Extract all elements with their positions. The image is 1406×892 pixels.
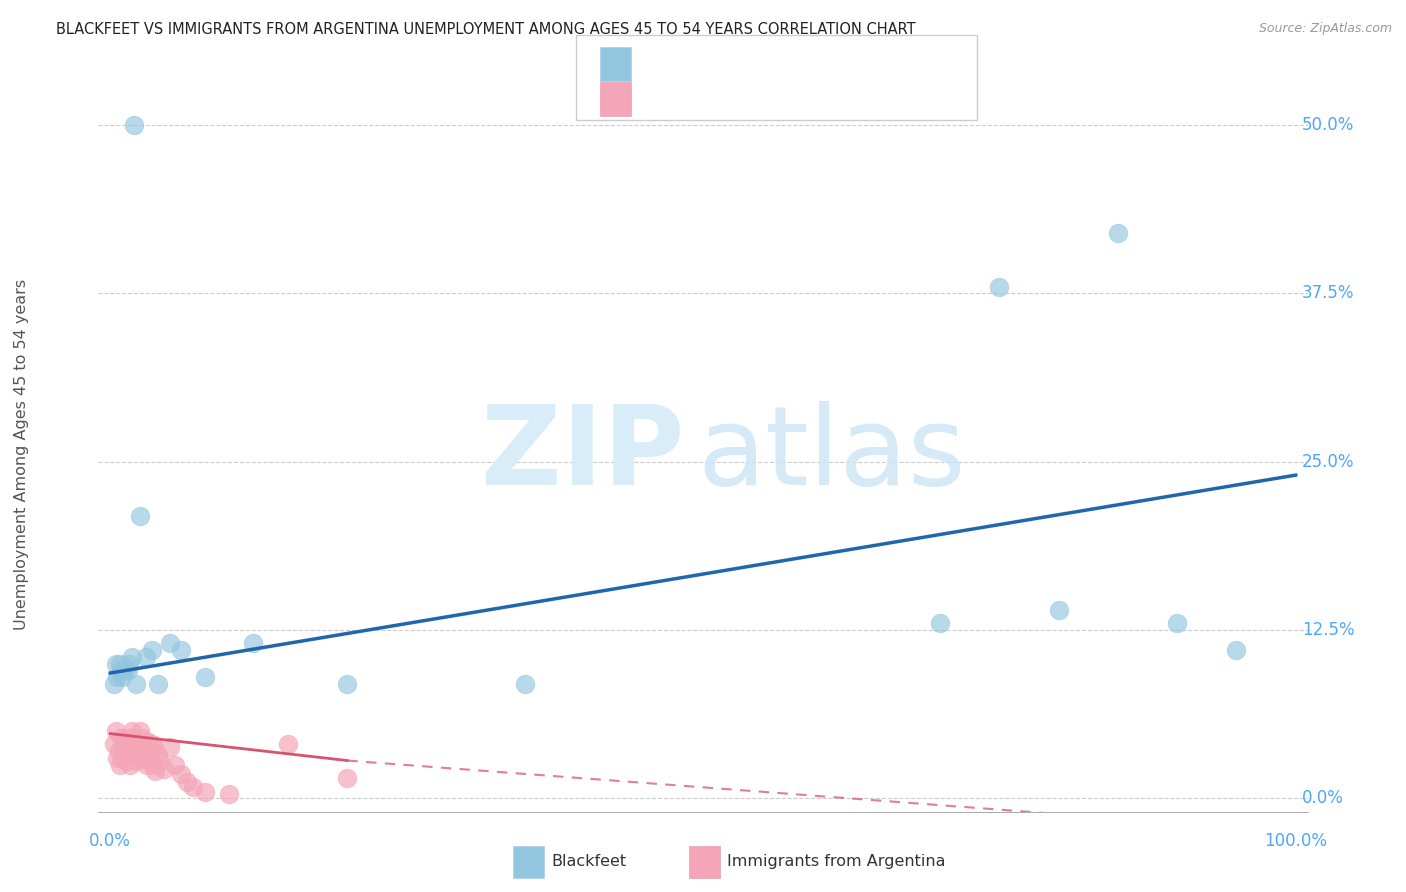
Point [110, 664, 132, 678]
Point [122, 744, 145, 758]
Text: ZIP: ZIP [481, 401, 685, 508]
Point [129, 723, 152, 738]
Point [115, 740, 138, 755]
Point [108, 657, 131, 671]
Text: 37.5%: 37.5% [1302, 285, 1354, 302]
Point [152, 762, 174, 776]
Point [929, 616, 952, 631]
Point [125, 754, 148, 768]
Point [129, 740, 152, 755]
Point [117, 664, 139, 678]
Text: Unemployment Among Ages 45 to 54 years: Unemployment Among Ages 45 to 54 years [14, 279, 28, 631]
Point [170, 767, 193, 781]
Text: R = -0.269   N = 47: R = -0.269 N = 47 [643, 90, 806, 108]
Point [159, 636, 181, 650]
Text: 100.0%: 100.0% [1264, 832, 1327, 850]
Point [159, 740, 181, 755]
Point [181, 780, 204, 795]
Point [110, 731, 132, 745]
Point [142, 757, 165, 772]
Point [170, 643, 193, 657]
Point [146, 748, 169, 763]
Point [114, 744, 136, 758]
Point [1047, 603, 1070, 617]
Point [118, 657, 141, 671]
Text: atlas: atlas [697, 401, 966, 508]
Text: 50.0%: 50.0% [1302, 116, 1354, 134]
Point [127, 738, 149, 752]
Point [128, 748, 150, 763]
Point [121, 649, 143, 664]
Point [146, 677, 169, 691]
Point [336, 771, 359, 785]
Point [135, 740, 157, 755]
Point [105, 751, 128, 765]
Point [125, 677, 148, 691]
Point [132, 751, 155, 765]
Point [176, 775, 198, 789]
Text: Immigrants from Argentina: Immigrants from Argentina [727, 855, 945, 869]
Point [336, 677, 359, 691]
Point [218, 787, 240, 801]
Point [194, 670, 217, 684]
Point [121, 740, 143, 755]
Text: Source: ZipAtlas.com: Source: ZipAtlas.com [1258, 22, 1392, 36]
Text: BLACKFEET VS IMMIGRANTS FROM ARGENTINA UNEMPLOYMENT AMONG AGES 45 TO 54 YEARS CO: BLACKFEET VS IMMIGRANTS FROM ARGENTINA U… [56, 22, 915, 37]
Point [105, 670, 128, 684]
Text: Blackfeet: Blackfeet [551, 855, 626, 869]
Point [105, 657, 128, 671]
Point [103, 738, 125, 752]
Point [129, 508, 152, 523]
Text: 25.0%: 25.0% [1302, 452, 1354, 471]
Point [108, 757, 131, 772]
Point [121, 723, 143, 738]
Point [103, 677, 125, 691]
Point [105, 723, 128, 738]
Point [988, 279, 1011, 293]
Point [194, 784, 217, 798]
Point [149, 754, 172, 768]
Point [122, 118, 145, 132]
Point [135, 649, 157, 664]
Point [1107, 226, 1129, 240]
Point [107, 744, 129, 758]
Point [117, 748, 139, 763]
Point [141, 738, 163, 752]
Point [1166, 616, 1188, 631]
Point [111, 751, 134, 765]
Point [143, 740, 166, 755]
Point [114, 664, 136, 678]
Point [124, 735, 146, 749]
Point [118, 731, 141, 745]
Text: 0.0%: 0.0% [90, 832, 131, 850]
Point [1225, 643, 1247, 657]
Point [136, 757, 159, 772]
Point [111, 670, 134, 684]
Point [277, 738, 299, 752]
Point [134, 744, 156, 758]
Point [515, 677, 537, 691]
Text: 12.5%: 12.5% [1302, 621, 1354, 639]
Point [131, 731, 153, 745]
Point [136, 735, 159, 749]
Point [112, 738, 135, 752]
Point [139, 744, 162, 758]
Point [114, 754, 136, 768]
Point [120, 757, 142, 772]
Point [143, 764, 166, 779]
Point [165, 757, 187, 772]
Text: R =  0.361   N = 28: R = 0.361 N = 28 [643, 54, 806, 73]
Point [138, 754, 160, 768]
Point [242, 636, 264, 650]
Text: 0.0%: 0.0% [1302, 789, 1344, 807]
Point [141, 643, 163, 657]
